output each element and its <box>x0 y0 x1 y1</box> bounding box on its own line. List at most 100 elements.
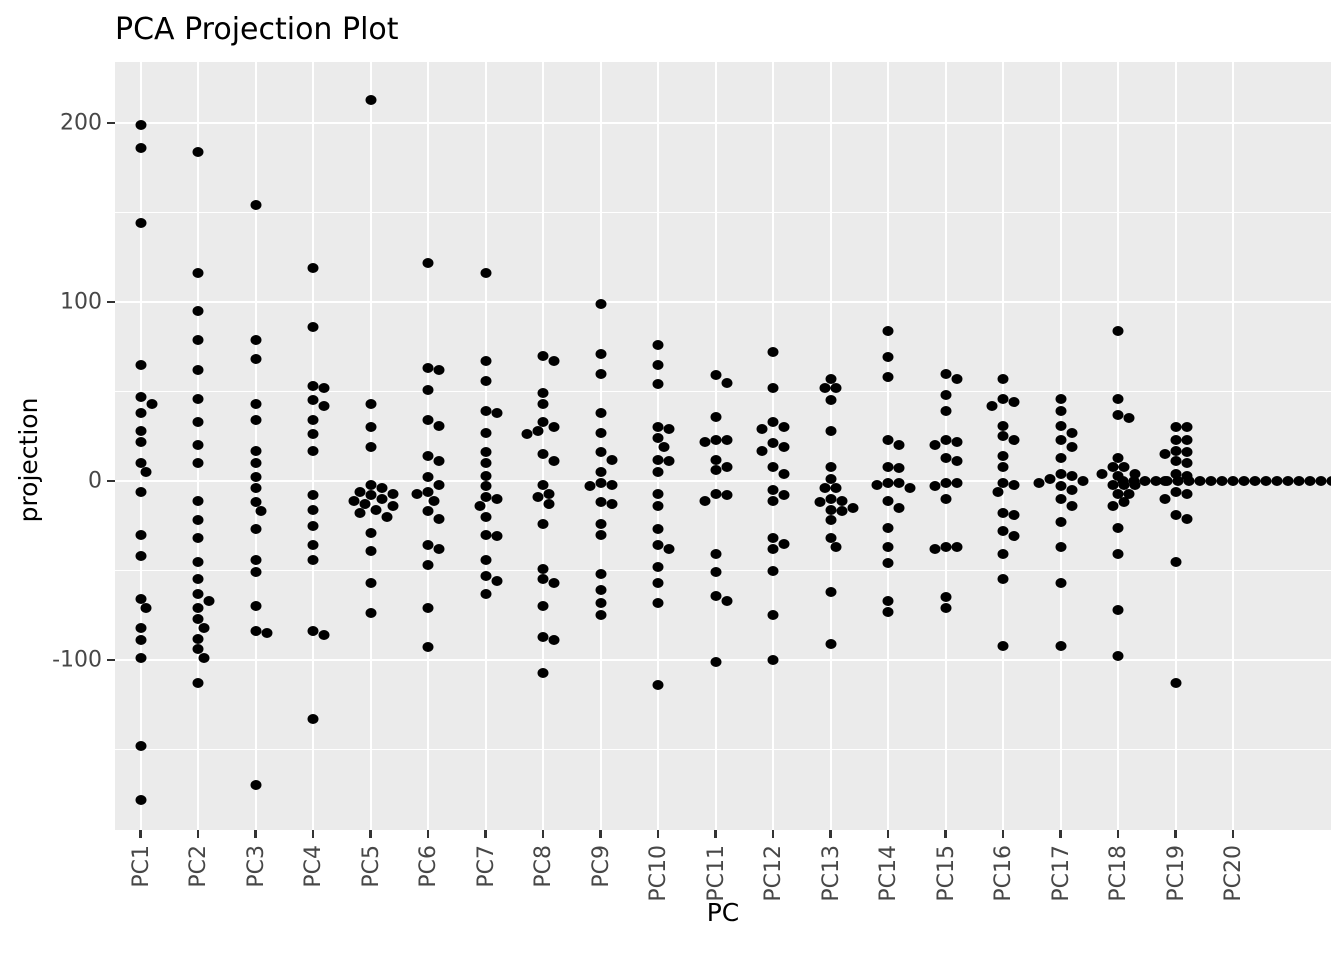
x-tick-label: PC20 <box>1221 845 1246 902</box>
data-point <box>433 420 445 431</box>
data-point <box>882 522 894 533</box>
data-point <box>595 585 606 596</box>
data-point <box>1107 461 1118 472</box>
data-point <box>825 425 836 436</box>
data-point <box>548 578 560 589</box>
data-point <box>192 633 204 644</box>
data-point <box>652 680 664 691</box>
data-point <box>825 395 836 406</box>
data-point <box>1107 501 1118 512</box>
data-point <box>904 483 916 494</box>
data-point <box>192 644 204 655</box>
data-point <box>767 544 779 555</box>
data-point <box>1181 488 1192 499</box>
data-point <box>491 576 502 587</box>
data-point <box>480 529 491 540</box>
data-point <box>882 558 894 569</box>
data-point <box>480 458 491 469</box>
data-point <box>250 458 261 469</box>
data-point <box>940 390 951 401</box>
data-point <box>940 434 951 445</box>
data-point <box>198 622 209 633</box>
y-tick <box>107 300 115 304</box>
data-point <box>595 368 606 379</box>
data-point <box>1170 486 1181 497</box>
data-point <box>422 384 434 395</box>
data-point <box>250 399 261 410</box>
x-gridline <box>1232 62 1234 830</box>
data-point <box>348 495 360 506</box>
data-point <box>365 441 376 452</box>
x-tick-label: PC13 <box>818 845 844 902</box>
y-minor-gridline <box>115 212 1331 213</box>
data-point <box>532 425 543 436</box>
data-point <box>986 400 998 411</box>
data-point <box>422 603 434 614</box>
data-point <box>250 524 261 535</box>
data-point <box>871 479 883 490</box>
data-point <box>192 146 204 157</box>
data-point <box>480 511 491 522</box>
data-point <box>652 501 664 512</box>
data-point <box>1170 556 1181 567</box>
data-point <box>721 595 732 606</box>
data-point <box>1216 476 1228 486</box>
data-point <box>491 407 502 418</box>
data-point <box>595 597 606 608</box>
data-point <box>814 497 825 508</box>
x-tick-label: PC9 <box>588 845 614 888</box>
data-point <box>1008 479 1020 490</box>
data-point <box>1172 476 1184 486</box>
data-point <box>1112 522 1124 533</box>
data-point <box>192 613 204 624</box>
x-tick-label: PC5 <box>358 845 384 888</box>
data-point <box>1055 393 1066 404</box>
data-point <box>428 495 439 506</box>
data-point <box>1181 434 1192 445</box>
data-point <box>192 678 204 689</box>
data-point <box>433 479 445 490</box>
y-tick-label: 100 <box>60 289 102 315</box>
data-point <box>940 368 951 379</box>
data-point <box>830 382 842 393</box>
x-tick <box>311 830 315 838</box>
data-point <box>940 452 951 463</box>
data-point <box>365 422 376 433</box>
data-point <box>250 483 261 494</box>
data-point <box>548 356 560 367</box>
x-gridline <box>427 62 429 830</box>
y-tick <box>107 479 115 483</box>
data-point <box>1055 434 1066 445</box>
data-point <box>767 565 779 576</box>
data-point <box>836 495 847 506</box>
data-point <box>135 794 146 805</box>
data-point <box>997 373 1009 384</box>
data-point <box>1008 531 1020 542</box>
data-point <box>537 563 549 574</box>
y-major-gridline <box>115 301 1331 303</box>
x-tick <box>771 830 775 838</box>
data-point <box>940 542 951 553</box>
data-point <box>1181 470 1192 481</box>
data-point <box>1008 510 1020 520</box>
data-point <box>778 490 790 501</box>
data-point <box>146 399 157 410</box>
data-point <box>250 567 261 578</box>
data-point <box>1170 434 1181 445</box>
data-point <box>658 441 669 452</box>
data-point <box>250 780 261 791</box>
data-point <box>537 667 549 678</box>
data-point <box>376 493 387 504</box>
data-point <box>1170 510 1181 520</box>
data-point <box>997 508 1009 519</box>
data-point <box>595 497 606 508</box>
data-point <box>882 352 894 363</box>
x-tick-label: PC10 <box>646 845 671 902</box>
x-tick <box>1231 830 1235 838</box>
data-point <box>521 429 532 440</box>
y-axis-title: projection <box>14 397 43 523</box>
data-point <box>370 504 382 515</box>
data-point <box>135 622 146 633</box>
data-point <box>893 463 905 474</box>
data-point <box>1118 497 1129 508</box>
